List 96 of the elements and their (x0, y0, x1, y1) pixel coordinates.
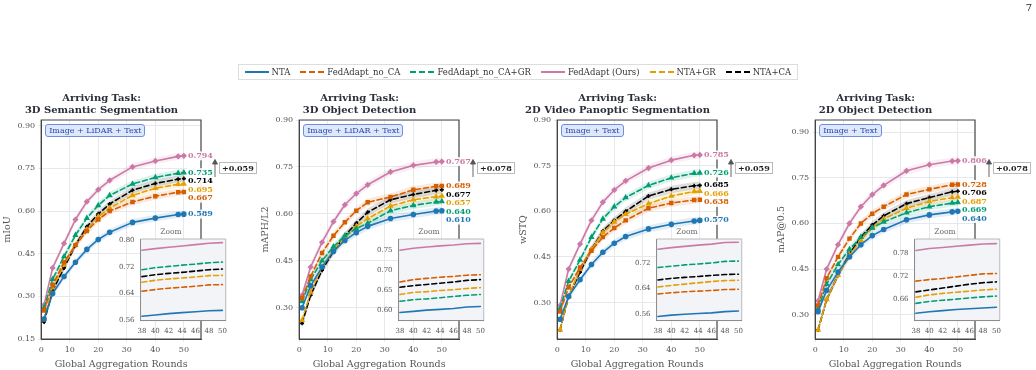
x-tick-label: 20 (93, 344, 104, 354)
data-label: 0.685 (703, 179, 729, 190)
y-tick-label: 0.60 (17, 206, 36, 216)
text: +0.059 (219, 162, 257, 175)
x-tick-label: 50 (436, 344, 447, 354)
y-tick-label: 0.30 (17, 291, 36, 301)
annotation: Image + Text (561, 124, 624, 137)
data-label: 0.657 (445, 197, 471, 208)
text: +0.059 (735, 162, 773, 175)
data-label: 0.689 (445, 180, 472, 191)
legend-label: FedAdapt_no_CA+GR (437, 67, 531, 77)
x-tick-label: 40 (666, 344, 677, 354)
y-tick-label: 0.45 (533, 251, 552, 261)
legend-label: FedAdapt_no_CA (327, 67, 401, 77)
x-tick-label: 50 (178, 344, 189, 354)
x-tick-label: 20 (609, 344, 620, 354)
y-axis-title: mIoU (1, 216, 13, 243)
legend-label: NTA+GR (676, 67, 716, 77)
x-tick-label: 40 (924, 344, 935, 354)
x-tick-label: 20 (867, 344, 878, 354)
x-tick-label: 10 (322, 344, 333, 354)
x-axis-title: Global Aggregation Rounds (54, 357, 188, 369)
x-tick-label: 10 (580, 344, 591, 354)
data-label: 0.687 (961, 195, 987, 206)
y-tick-label: 0.75 (791, 172, 810, 182)
x-tick-label: 40 (408, 344, 419, 354)
y-tick-label: 0.60 (791, 218, 810, 228)
x-tick-label: 30 (379, 344, 390, 354)
y-axis-title: wSTQ (517, 214, 529, 244)
x-tick-label: 50 (694, 344, 705, 354)
data-label: 0.706 (961, 187, 988, 198)
y-axis-title: mAP@0.5 (775, 206, 787, 253)
data-label: 0.726 (703, 167, 730, 177)
data-label: 0.638 (703, 196, 730, 207)
x-tick-label: 20 (351, 344, 362, 354)
x-axis-title: Global Aggregation Rounds (570, 357, 704, 369)
y-tick-label: 0.30 (791, 309, 810, 319)
y-tick-label: 0.75 (275, 162, 294, 172)
data-label: 0.667 (187, 192, 213, 203)
data-label: 0.666 (703, 187, 730, 198)
y-tick-label: 0.30 (533, 297, 552, 307)
data-label: 0.640 (445, 205, 472, 216)
data-label: 0.785 (703, 149, 729, 160)
annotation: Image + LiDAR + Text (303, 124, 404, 137)
x-tick-label: 0 (296, 344, 302, 354)
data-label: 0.677 (445, 188, 471, 199)
y-tick-label: 0.45 (17, 248, 36, 258)
data-label: 0.794 (187, 149, 214, 160)
data-label: 0.767 (445, 155, 471, 166)
x-tick-label: 0 (554, 344, 560, 354)
data-label: 0.610 (445, 214, 472, 225)
x-tick-label: 50 (952, 344, 963, 354)
y-tick-label: 0.45 (791, 264, 810, 274)
y-tick-label: 0.75 (17, 163, 36, 173)
y-tick-label: 0.90 (17, 120, 36, 130)
chart-title: Arriving Task: 2D Object Detection (818, 91, 933, 115)
y-axis-title: mAPH/L2 (259, 206, 271, 253)
x-tick-label: 30 (121, 344, 132, 354)
x-axis-title: Global Aggregation Rounds (828, 357, 962, 369)
legend-label: FedAdapt (Ours) (567, 67, 640, 77)
chart-title: Arriving Task: 2D Video Panoptic Segmentation (525, 91, 711, 115)
y-tick-label: 0.90 (533, 115, 552, 125)
data-label: 0.669 (961, 204, 988, 215)
y-tick-label: 0.90 (275, 115, 294, 125)
y-tick-label: 0.60 (533, 206, 552, 216)
x-tick-label: 10 (838, 344, 849, 354)
x-tick-label: 10 (64, 344, 75, 354)
annotation: Image + LiDAR + Text (45, 124, 146, 137)
data-label: 0.728 (961, 178, 988, 189)
y-tick-label: 0.15 (17, 334, 36, 344)
x-axis-title: Global Aggregation Rounds (312, 357, 446, 369)
y-tick-label: 0.75 (533, 160, 552, 170)
data-label: 0.640 (961, 212, 988, 223)
annotation: Image + Text (819, 124, 882, 137)
x-tick-label: 0 (812, 344, 818, 354)
legend-label: NTA (271, 67, 291, 77)
data-label: 0.735 (187, 166, 213, 177)
x-tick-label: 30 (637, 344, 648, 354)
text: +0.078 (477, 162, 515, 175)
text: 7 (1025, 2, 1032, 13)
y-tick-label: 0.90 (791, 127, 810, 137)
chart-title: Arriving Task: 3D Semantic Segmentation (24, 91, 179, 115)
data-label: 0.589 (187, 208, 214, 219)
data-label: 0.714 (187, 175, 214, 186)
y-tick-label: 0.45 (275, 255, 294, 265)
data-label: 0.570 (703, 214, 730, 225)
data-label: 0.806 (961, 154, 988, 165)
x-tick-label: 40 (150, 344, 161, 354)
text: +0.078 (993, 162, 1031, 175)
x-tick-label: 30 (895, 344, 906, 354)
x-tick-label: 0 (38, 344, 44, 354)
chart-title: Arriving Task: 3D Object Detection (302, 91, 417, 115)
legend-label: NTA+CA (752, 67, 792, 77)
y-tick-label: 0.60 (275, 208, 294, 218)
data-label: 0.695 (187, 183, 213, 194)
y-tick-label: 0.30 (275, 302, 294, 312)
